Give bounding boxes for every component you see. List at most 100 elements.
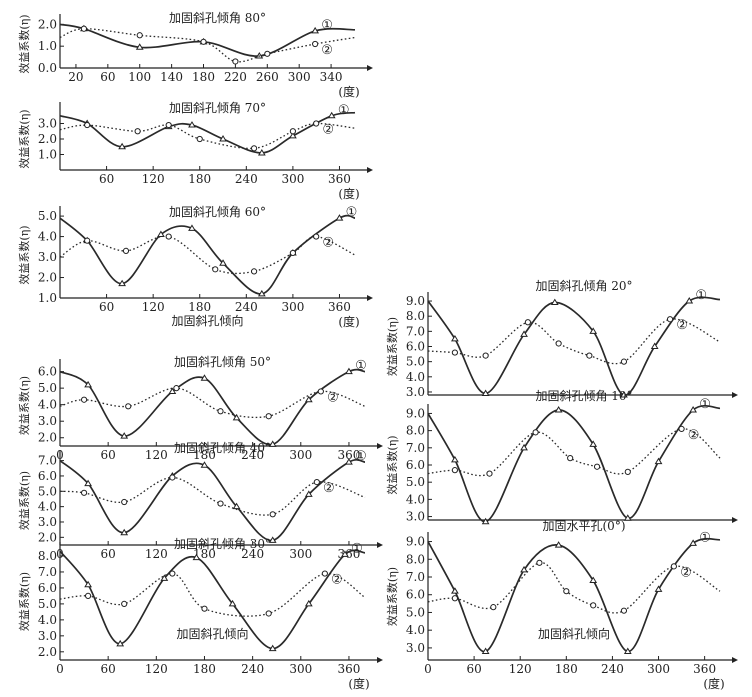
series-2-point (624, 468, 631, 475)
series-1-marker: ① (355, 359, 367, 374)
y-tick-label: 4.0 (38, 398, 57, 412)
series-1-point (84, 380, 92, 388)
y-axis-label: 效益系数(η) (385, 567, 399, 626)
x-tick-label: 240 (601, 662, 624, 676)
y-tick-label: 3.0 (38, 629, 57, 643)
x-unit-label: (度) (338, 314, 359, 329)
series-1-point (451, 334, 459, 342)
y-tick-label: 4.0 (406, 370, 425, 384)
y-axis-label: 效益系数(η) (17, 471, 31, 530)
x-axis-arrow (377, 542, 383, 548)
series-1-point (268, 536, 277, 543)
x-tick-label: 60 (101, 448, 116, 462)
y-axis-label: 效益系数(η) (17, 376, 31, 435)
series-1-marker: ① (699, 397, 711, 412)
y-tick-label: 3.0 (38, 250, 57, 264)
chart-panel: 2.03.04.05.06.00 60 120 180 240 300 360加固斜孔倾角 … (17, 355, 383, 462)
series-1-point (219, 259, 227, 266)
series-2-point (289, 128, 296, 135)
x-tick-label: 120 (145, 547, 168, 561)
x-tick-label: 240 (241, 662, 264, 676)
x-tick-label: 220 (224, 70, 247, 84)
series-2-point (482, 352, 489, 359)
series-1-point (157, 230, 165, 238)
series-1-point (168, 387, 177, 394)
x-axis-label: 加固斜孔倾向 (538, 626, 610, 641)
series-2-point (265, 610, 272, 617)
series-1-point (228, 599, 237, 607)
x-tick-label: 0 (424, 662, 432, 676)
series-1-point (589, 440, 598, 447)
y-tick-label: 2.0 (38, 530, 57, 544)
series-1-line (59, 23, 356, 57)
series-1-line (59, 549, 366, 650)
series-1-point (116, 639, 125, 647)
x-axis-arrow (367, 295, 373, 301)
series-2-point (593, 463, 601, 470)
series-1-marker: ① (695, 288, 707, 303)
series-1-point (327, 111, 336, 119)
chart-panel: 2.03.04.05.06.07.00 60 120 180 240 300 360加固斜孔… (17, 441, 383, 561)
series-1-point (257, 148, 266, 156)
x-tick-label: 360 (337, 448, 360, 462)
series-2-point (264, 50, 271, 57)
series-1-point (257, 289, 266, 297)
y-tick-label: 5.0 (38, 381, 57, 395)
y-tick-label: 8.0 (38, 549, 57, 563)
x-tick-label: 120 (142, 172, 165, 186)
series-1-point (654, 585, 663, 592)
series-1-point (520, 330, 528, 337)
series-2-point (451, 595, 458, 602)
series-1-point (118, 279, 126, 287)
y-tick-label: 7.0 (406, 324, 425, 338)
series-1-point (451, 455, 459, 463)
x-axis-arrow (732, 517, 738, 523)
series-2-point (590, 602, 597, 609)
series-1-line (59, 214, 356, 295)
chart-panel: 0.0 1.0 2.0 20 60 100 140 180 220 260 300 340(度) 加固斜… (17, 11, 373, 99)
series-1-point (200, 374, 209, 381)
series-1-point (200, 461, 209, 468)
y-tick-label: 8.0 (406, 552, 425, 566)
x-axis-arrow (732, 657, 738, 663)
series-1-point (268, 644, 277, 652)
panel-title: 加固斜孔倾角 80° (169, 11, 266, 25)
x-tick-label: 240 (235, 172, 258, 186)
chart-panel: 3.04.05.06.0 7.08.09.0 加固斜孔倾角 20° 效益系数(η) ①② (385, 279, 738, 399)
series-2-point (451, 467, 458, 474)
series-2-point (84, 592, 92, 600)
series-2-point (250, 268, 258, 275)
series-1-point (135, 43, 144, 50)
x-tick-label: 140 (160, 70, 183, 84)
series-2-point (586, 352, 593, 359)
x-tick-label: 360 (337, 662, 360, 676)
y-tick-label: 3.0 (406, 641, 425, 655)
y-axis-label: 效益系数(η) (17, 225, 31, 284)
x-tick-label: 180 (193, 662, 216, 676)
y-tick-label: 8.0 (406, 309, 425, 323)
series-2-point (532, 429, 539, 436)
chart-panel: 2.0 3.0 4.0 5.0 6.0 7.0 8.0 0 60 120 180 240 300 360(… (17, 537, 383, 691)
series-1-line (427, 296, 721, 396)
series-2-point (313, 478, 320, 486)
y-tick-label: 3.0 (406, 510, 425, 524)
series-2-marker: ② (321, 43, 333, 58)
series-1-point (554, 541, 563, 548)
series-1-line (59, 368, 366, 446)
series-2-point (136, 32, 143, 39)
x-tick-label: 60 (466, 662, 481, 676)
y-tick-label: 4.0 (38, 613, 57, 627)
y-axis-label: 效益系数(η) (17, 572, 31, 631)
x-tick-label: 100 (128, 70, 151, 84)
panel-title: 加固斜孔倾角 20° (535, 279, 632, 293)
panel-title: 加固斜孔倾角 70° (169, 101, 266, 115)
x-tick-label: 180 (188, 172, 211, 186)
y-tick-label: 2.0 (38, 431, 57, 445)
series-1-point (520, 565, 528, 573)
series-2-marker: ② (322, 236, 334, 251)
y-tick-label: 2.0 (38, 132, 57, 146)
series-1-point (589, 576, 598, 584)
y-tick-label: 5.0 (38, 484, 57, 498)
series-2-point (121, 600, 128, 607)
